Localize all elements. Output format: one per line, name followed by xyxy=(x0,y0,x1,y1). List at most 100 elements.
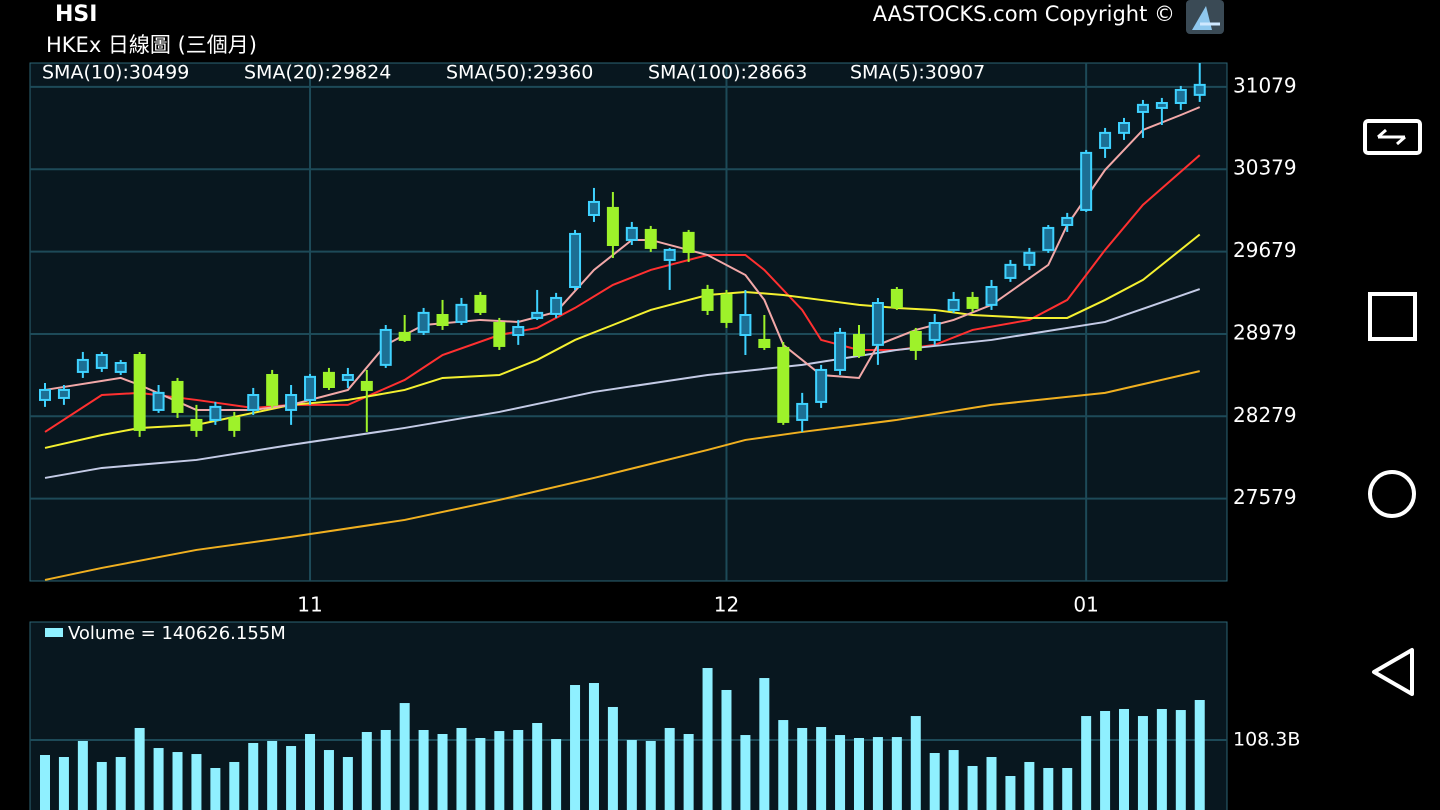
legend-entry: SMA(100):28663 xyxy=(648,62,807,84)
candle-body xyxy=(341,374,354,381)
volume-bar xyxy=(380,729,391,810)
candle-body xyxy=(1004,263,1017,279)
volume-bar xyxy=(1119,708,1130,810)
volume-bar xyxy=(816,727,827,810)
candle-body xyxy=(1136,103,1149,113)
volume-bar xyxy=(1005,776,1016,810)
volume-bar xyxy=(986,757,997,810)
x-tick-label: 01 xyxy=(1073,593,1098,617)
home-button[interactable] xyxy=(1368,470,1416,518)
candle-body xyxy=(1174,88,1187,105)
volume-bar xyxy=(172,752,183,810)
volume-bar xyxy=(1156,708,1167,810)
volume-bar xyxy=(551,739,562,810)
y-tick-label: 28279 xyxy=(1233,403,1297,427)
volume-bar xyxy=(1081,716,1092,810)
candle-body xyxy=(890,288,903,308)
nav-bar xyxy=(1363,119,1422,696)
candle-body xyxy=(190,418,203,431)
sma-line xyxy=(44,370,1200,581)
volume-bar xyxy=(77,740,88,810)
candle-body xyxy=(57,388,70,399)
candle-body xyxy=(1099,131,1112,149)
volume-bar xyxy=(702,668,713,810)
candle-body xyxy=(1042,226,1055,251)
volume-bar xyxy=(740,735,751,810)
candle-body xyxy=(76,358,89,373)
candle-body xyxy=(1155,102,1168,109)
volume-bar xyxy=(305,733,316,810)
rotate-button[interactable] xyxy=(1363,119,1422,155)
candle-body xyxy=(209,405,222,421)
volume-bar xyxy=(115,757,126,810)
volume-bar xyxy=(342,757,353,810)
volume-bar xyxy=(456,727,467,810)
legend-entry: SMA(20):29824 xyxy=(244,62,391,84)
x-tick-label: 12 xyxy=(714,593,739,617)
candle-body xyxy=(398,331,411,341)
candle-body xyxy=(171,380,184,413)
volume-bar xyxy=(437,733,448,810)
volume-bar xyxy=(134,727,145,810)
y-tick-label: 27579 xyxy=(1233,485,1297,509)
candle-body xyxy=(569,232,582,288)
volume-bar xyxy=(1043,767,1054,810)
volume-bar xyxy=(286,746,297,810)
candle-body xyxy=(777,346,790,423)
candle-body xyxy=(322,371,335,389)
legend-entry: SMA(10):30499 xyxy=(42,62,189,84)
legend-entry: SMA(5):30907 xyxy=(850,62,985,84)
volume-bar xyxy=(721,689,732,810)
volume-bar xyxy=(191,754,202,810)
sma-line xyxy=(44,233,1201,449)
candle-body xyxy=(739,314,752,336)
candle-body xyxy=(758,338,771,348)
candle-body xyxy=(39,388,51,401)
candle-body xyxy=(701,288,714,311)
back-button[interactable] xyxy=(1372,648,1414,696)
y-tick-label: 29679 xyxy=(1233,238,1297,262)
volume-bar xyxy=(361,731,372,810)
candle-body xyxy=(114,362,127,373)
candle-body xyxy=(834,331,847,371)
candle-body xyxy=(304,375,317,401)
candle-body xyxy=(531,311,544,319)
volume-bar xyxy=(323,750,334,810)
volume-bar xyxy=(40,755,50,810)
volume-bar xyxy=(267,740,278,810)
candle-body xyxy=(587,200,600,217)
volume-bar xyxy=(229,761,240,810)
legend-swatch xyxy=(45,628,63,637)
volume-bar xyxy=(929,752,940,810)
volume-bar xyxy=(570,685,581,810)
volume-bar xyxy=(645,740,656,810)
candle-body xyxy=(550,296,563,315)
volume-bar xyxy=(778,720,789,810)
volume-bar xyxy=(797,727,808,810)
candle-body xyxy=(815,368,828,403)
volume-bar xyxy=(967,765,978,810)
recents-button[interactable] xyxy=(1368,292,1417,341)
volume-bar xyxy=(153,748,164,810)
candle-body xyxy=(796,402,809,421)
logo xyxy=(1186,0,1224,34)
volume-bar xyxy=(532,723,543,810)
candle-body xyxy=(493,322,506,347)
legend-entry: SMA(50):29360 xyxy=(446,62,593,84)
volume-bar xyxy=(588,683,599,810)
volume-bar xyxy=(1194,700,1205,810)
candle-body xyxy=(436,314,449,326)
candle-body xyxy=(985,286,998,306)
volume-bar xyxy=(1100,710,1111,810)
candle-body xyxy=(606,206,619,246)
volume-bar xyxy=(96,761,107,810)
candle-body xyxy=(266,374,279,406)
candle-body xyxy=(625,226,638,241)
volume-bar xyxy=(1175,710,1186,810)
candle-body xyxy=(474,294,487,313)
candle-body xyxy=(285,394,298,411)
candle-body xyxy=(928,322,941,341)
y-tick-label: 31079 xyxy=(1233,73,1297,97)
